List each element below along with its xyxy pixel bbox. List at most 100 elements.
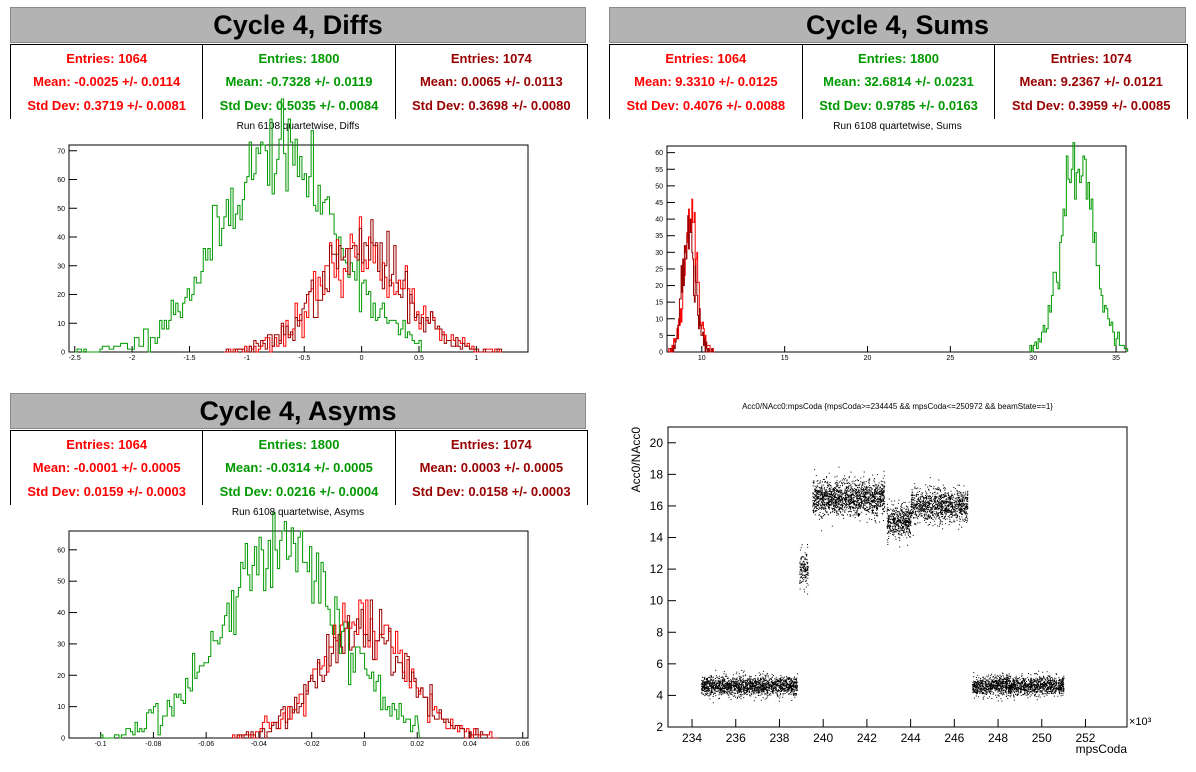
stddev-label: Std Dev: 0.4076 +/- 0.0088 xyxy=(626,97,786,113)
y-tick-label: 55 xyxy=(655,167,663,174)
stddev-label: Std Dev: 0.3959 +/- 0.0085 xyxy=(1011,97,1171,113)
x-tick-label: 0.06 xyxy=(516,741,530,748)
y-tick-label: 30 xyxy=(57,263,65,270)
y-tick-label: 60 xyxy=(655,150,663,157)
entries-label: Entries: 1074 xyxy=(1050,51,1132,67)
sums-stat-red: Entries: 1064 Mean: 9.3310 +/- 0.0125 St… xyxy=(610,45,803,119)
histogram-line xyxy=(668,215,715,353)
y-tick-label: 6 xyxy=(656,657,663,671)
entries-label: Entries: 1074 xyxy=(450,51,532,67)
y-tick-label: 0 xyxy=(659,350,663,357)
scatter-points xyxy=(700,466,1065,704)
mean-label: Mean: -0.0001 +/- 0.0005 xyxy=(32,460,181,476)
mean-label: Mean: -0.0314 +/- 0.0005 xyxy=(225,460,373,476)
y-tick-label: 60 xyxy=(57,177,65,184)
y-tick-label: 50 xyxy=(57,206,65,213)
diffs-title: Cycle 4, Diffs xyxy=(10,7,586,43)
x-tick-label: 240 xyxy=(813,731,833,745)
diffs-subtitle: Run 6108 quartetwise, Diffs xyxy=(236,121,360,132)
y-tick-label: 4 xyxy=(656,688,663,702)
x-tick-label: -0.02 xyxy=(304,741,320,748)
x-tick-label: 0.5 xyxy=(414,355,424,362)
x-tick-label: 246 xyxy=(944,731,964,745)
diffs-stat-green: Entries: 1800 Mean: -0.7328 +/- 0.0119 S… xyxy=(203,45,396,119)
stddev-label: Std Dev: 0.0216 +/- 0.0004 xyxy=(219,483,379,499)
x-tick-label: 252 xyxy=(1075,731,1095,745)
x-tick-label: 238 xyxy=(769,731,789,745)
histogram-line xyxy=(232,599,499,739)
y-tick-label: 2 xyxy=(656,720,663,734)
y-tick-label: 20 xyxy=(650,436,664,450)
diffs-stat-red: Entries: 1064 Mean: -0.0025 +/- 0.0114 S… xyxy=(11,45,204,119)
sums-stat-darkred: Entries: 1074 Mean: 9.2367 +/- 0.0121 St… xyxy=(995,45,1187,119)
y-tick-label: 10 xyxy=(57,321,65,328)
x-tick-label: 248 xyxy=(988,731,1008,745)
histogram-line xyxy=(100,511,420,739)
diffs-stats-box: Entries: 1064 Mean: -0.0025 +/- 0.0114 S… xyxy=(10,44,588,119)
x-tick-label: 0 xyxy=(362,741,366,748)
diffs-frame xyxy=(68,144,529,353)
mean-label: Mean: -0.0025 +/- 0.0114 xyxy=(33,74,181,90)
stddev-label: Std Dev: 0.0158 +/- 0.0003 xyxy=(412,483,571,499)
x-tick-label: -0.04 xyxy=(251,741,267,748)
x-tick-label: 30 xyxy=(1029,355,1037,362)
y-tick-label: 10 xyxy=(650,594,664,608)
y-tick-label: 20 xyxy=(655,283,663,290)
stddev-label: Std Dev: 0.3698 +/- 0.0080 xyxy=(412,97,571,113)
mean-label: Mean: 0.0003 +/- 0.0005 xyxy=(419,460,564,476)
x-tick-label: 0.04 xyxy=(463,741,477,748)
y-tick-label: 60 xyxy=(57,547,65,554)
y-tick-label: 20 xyxy=(57,673,65,680)
y-tick-label: 15 xyxy=(655,300,663,307)
y-tick-label: 20 xyxy=(57,292,65,299)
asyms-stat-green: Entries: 1800 Mean: -0.0314 +/- 0.0005 S… xyxy=(203,431,396,505)
y-tick-label: 30 xyxy=(57,641,65,648)
x-tick-label: -2.5 xyxy=(69,355,81,362)
histogram-line xyxy=(1029,142,1129,353)
y-tick-label: 45 xyxy=(655,200,663,207)
x-tick-label: 0.02 xyxy=(410,741,424,748)
y-tick-label: 8 xyxy=(656,625,663,639)
mean-label: Mean: -0.7328 +/- 0.0119 xyxy=(225,74,373,90)
y-tick-label: 10 xyxy=(655,316,663,323)
x-tick-label: -2 xyxy=(129,355,135,362)
y-tick-label: 12 xyxy=(650,562,664,576)
entries-label: Entries: 1800 xyxy=(258,437,340,453)
stddev-label: Std Dev: 0.5035 +/- 0.0084 xyxy=(219,97,379,113)
y-tick-label: 40 xyxy=(655,217,663,224)
x-tick-label: 20 xyxy=(864,355,872,362)
x-tick-label: 242 xyxy=(857,731,877,745)
asyms-subtitle: Run 6108 quartetwise, Asyms xyxy=(231,507,365,518)
x-multiplier-label: ×10³ xyxy=(1129,716,1152,728)
x-axis-label: mpsCoda xyxy=(1076,742,1128,756)
entries-label: Entries: 1064 xyxy=(66,51,148,67)
stddev-label: Std Dev: 0.9785 +/- 0.0163 xyxy=(819,97,978,113)
scatter-title: Acc0/NAcc0:mpsCoda {mpsCoda>=234445 && m… xyxy=(742,402,1053,411)
entries-label: Entries: 1074 xyxy=(450,437,532,453)
sums-title: Cycle 4, Sums xyxy=(609,7,1186,43)
y-tick-label: 10 xyxy=(57,704,65,711)
x-tick-label: -0.5 xyxy=(298,355,310,362)
y-tick-label: 5 xyxy=(659,333,663,340)
x-tick-label: 244 xyxy=(901,731,921,745)
stddev-label: Std Dev: 0.0159 +/- 0.0003 xyxy=(27,483,186,499)
y-tick-label: 0 xyxy=(61,736,65,743)
histogram-line xyxy=(223,216,502,353)
sums-plot: 10 15 20 25 30 35 0 5 10 15 20 25 30 35 40 45 50 55 60 xyxy=(655,142,1129,362)
asyms-plot: -0.1 -0.08 -0.06 -0.04 -0.02 0 0.02 0.04 0.06 0 10… xyxy=(57,511,530,748)
y-tick-label: 0 xyxy=(61,350,65,357)
x-tick-label: 250 xyxy=(1032,731,1052,745)
asyms-title: Cycle 4, Asyms xyxy=(10,393,586,429)
scatter-plot: 234 236 238 240 242 244 246 248 250 2522468101214… xyxy=(629,426,1152,756)
entries-label: Entries: 1064 xyxy=(665,51,747,67)
mean-label: Mean: 9.3310 +/- 0.0125 xyxy=(634,74,778,90)
x-tick-label: 10 xyxy=(698,355,706,362)
histogram-line xyxy=(223,219,503,353)
y-tick-label: 18 xyxy=(650,467,664,481)
x-tick-label: 0 xyxy=(360,355,364,362)
y-tick-label: 25 xyxy=(655,266,663,273)
x-tick-label: -0.1 xyxy=(95,741,107,748)
entries-label: Entries: 1800 xyxy=(258,51,340,67)
asyms-stat-darkred: Entries: 1074 Mean: 0.0003 +/- 0.0005 St… xyxy=(396,431,587,505)
